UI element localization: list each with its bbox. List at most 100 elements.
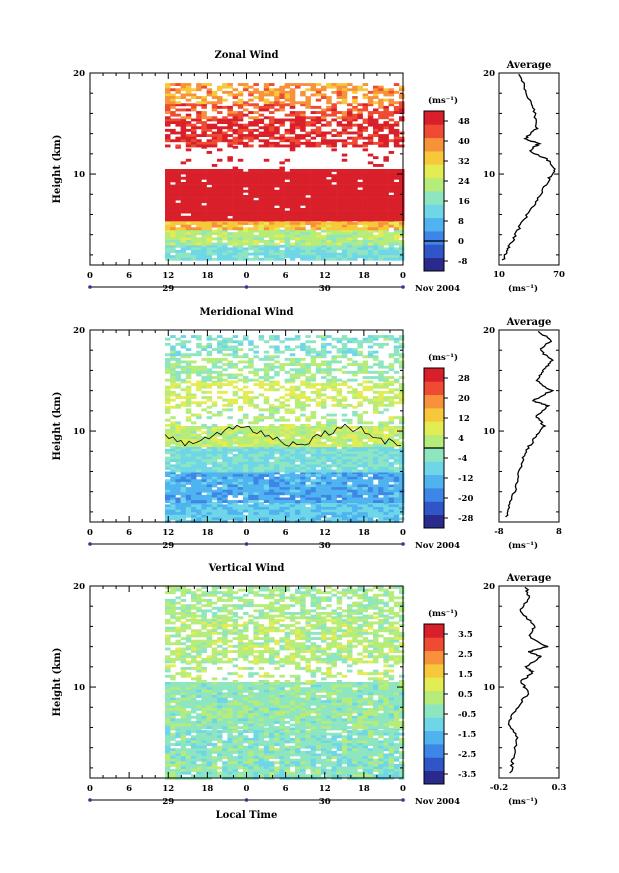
heatmap-cell: [175, 363, 181, 366]
heatmap-cell: [191, 497, 197, 501]
heatmap-cell: [165, 222, 171, 225]
heatmap-cell: [248, 252, 254, 256]
heatmap-cell: [321, 467, 327, 470]
heatmap-cell: [196, 467, 202, 470]
heatmap-cell: [180, 426, 187, 429]
heatmap-cell: [289, 98, 296, 102]
heatmap-cell: [331, 90, 337, 94]
heatmap-cell: [165, 139, 171, 143]
heatmap-cell: [362, 355, 369, 359]
heatmap-cell: [165, 144, 171, 148]
heatmap-cell: [206, 222, 213, 225]
heatmap-cell: [248, 187, 254, 191]
heatmap-cell: [300, 509, 306, 513]
heatmap-cell: [237, 476, 244, 480]
heatmap-cell: [175, 424, 181, 427]
heatmap-cell: [336, 456, 343, 460]
heatmap-cell: [206, 383, 213, 386]
heatmap-cell: [253, 350, 259, 354]
heatmap-cell: [347, 255, 353, 259]
heatmap-cell: [243, 509, 249, 513]
heatmap-cell: [248, 202, 254, 206]
heatmap-cell: [378, 252, 384, 256]
heatmap-cell: [206, 218, 213, 222]
heatmap-cell: [196, 255, 202, 259]
heatmap-cell: [289, 467, 296, 470]
heatmap-cell: [274, 242, 280, 246]
heatmap-cell: [373, 385, 379, 389]
heatmap-cell: [243, 439, 249, 442]
heatmap-cell: [191, 134, 197, 137]
heatmap-cell: [206, 171, 213, 175]
heatmap-cell: [321, 208, 327, 211]
heatmap-cell: [258, 413, 265, 417]
heatmap-cell: [326, 85, 332, 89]
heatmap-cell: [279, 446, 285, 450]
heatmap-cell: [227, 123, 233, 127]
heatmap-cell: [269, 202, 275, 206]
heatmap-cell: [315, 200, 322, 204]
heatmap-cell: [227, 380, 233, 384]
heatmap-cell: [206, 189, 213, 193]
heatmap-cell: [393, 215, 400, 219]
heatmap-cell: [373, 431, 379, 435]
heatmap-cell: [362, 340, 369, 344]
heatmap-cell: [170, 240, 176, 243]
heatmap-cell: [367, 113, 374, 117]
heatmap-cell: [399, 476, 405, 480]
heatmap-cell: [284, 380, 291, 384]
heatmap-cell: [383, 454, 389, 457]
heatmap-cell: [321, 111, 327, 114]
heatmap-cell: [279, 200, 285, 204]
heatmap-cell: [185, 176, 192, 180]
heatmap-cell: [185, 411, 192, 414]
heatmap-cell: [393, 396, 400, 399]
heatmap-cell: [362, 514, 369, 518]
heatmap-cell: [289, 93, 296, 97]
heatmap-cell: [321, 494, 327, 498]
heatmap-cell: [336, 476, 343, 480]
heatmap-cell: [206, 242, 213, 246]
heatmap-cell: [357, 456, 363, 460]
heatmap-cell: [274, 405, 280, 409]
heatmap-cell: [206, 446, 213, 450]
heatmap-cell: [399, 454, 405, 457]
heatmap-cell: [331, 108, 337, 112]
heatmap-cell: [253, 200, 259, 204]
heatmap-cell: [289, 424, 296, 427]
heatmap-cell: [373, 355, 379, 359]
heatmap-cell: [175, 189, 181, 193]
heatmap-cell: [191, 195, 197, 198]
heatmap-cell: [352, 189, 358, 193]
heatmap-cell: [170, 128, 176, 132]
heatmap-cell: [279, 224, 285, 228]
heatmap-cell: [388, 237, 395, 241]
heatmap-cell: [227, 247, 233, 251]
heatmap-cell: [289, 126, 296, 130]
heatmap-cell: [373, 208, 379, 211]
heatmap-cell: [305, 350, 311, 354]
heatmap-cell: [305, 222, 311, 225]
heatmap-cell: [211, 467, 218, 470]
heatmap-cell: [326, 105, 332, 109]
heatmap-cell: [269, 128, 275, 132]
heatmap-cell: [180, 202, 187, 206]
heatmap-cell: [352, 227, 358, 231]
heatmap-cell: [321, 242, 327, 246]
heatmap-cell: [253, 192, 259, 196]
heatmap-cell: [191, 250, 197, 253]
heatmap-cell: [206, 376, 213, 379]
heatmap-cell: [331, 444, 337, 448]
heatmap-cell: [217, 240, 223, 243]
heatmap-cell: [393, 144, 400, 148]
heatmap-cell: [279, 501, 285, 505]
heatmap-cell: [352, 340, 358, 344]
colorbar-segment: [424, 231, 444, 245]
heatmap-cell: [331, 244, 337, 248]
heatmap-cell: [217, 101, 223, 105]
heatmap-cell: [341, 250, 348, 253]
heatmap-cell: [227, 179, 233, 183]
heatmap-cell: [185, 461, 192, 465]
heatmap-cell: [253, 105, 259, 109]
heatmap-cell: [357, 215, 363, 219]
